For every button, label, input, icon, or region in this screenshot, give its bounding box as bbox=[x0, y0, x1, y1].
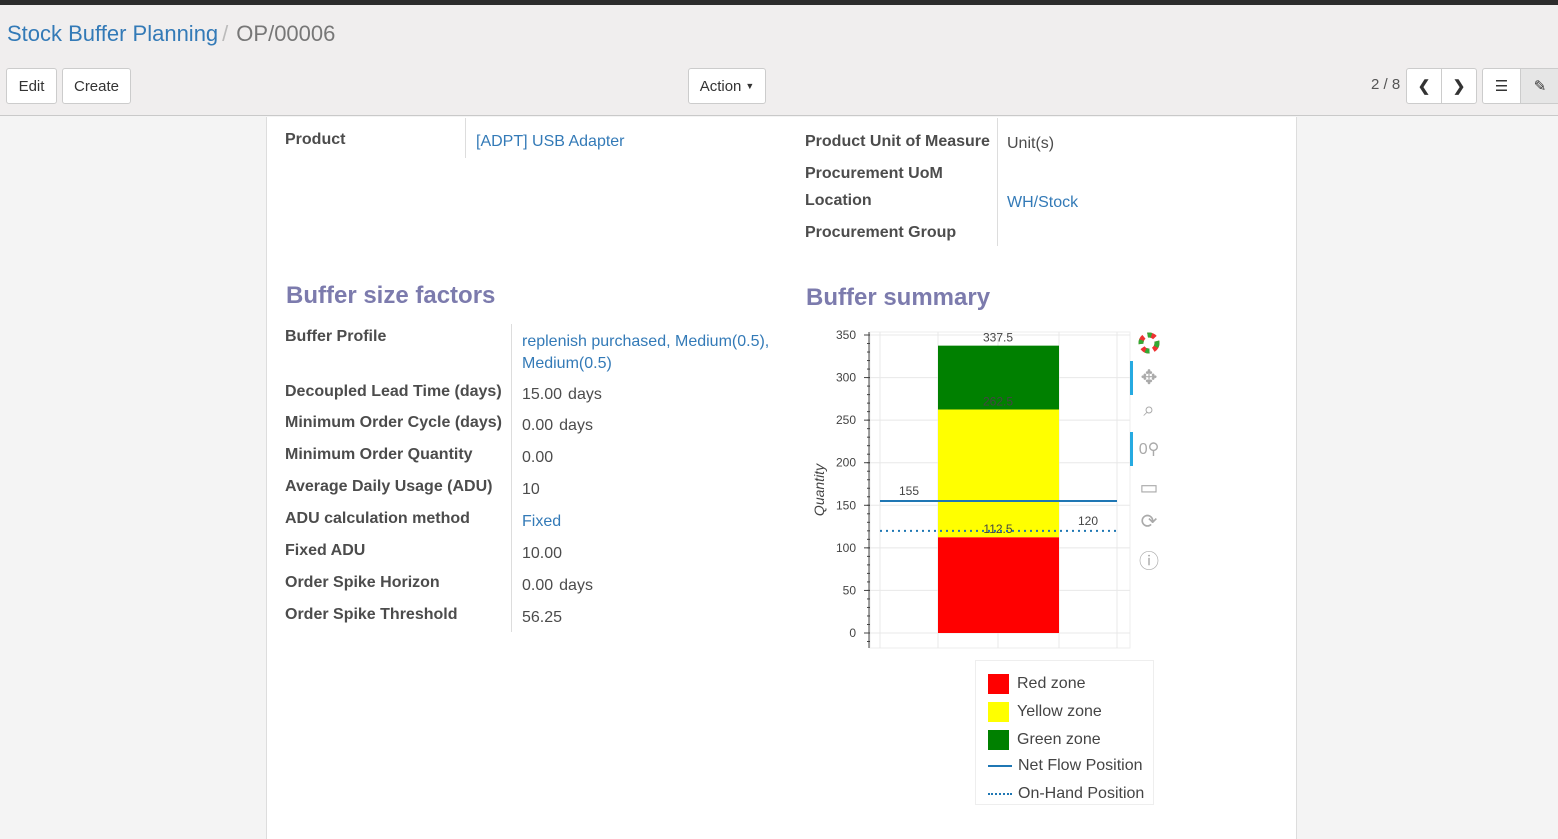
control-panel: Stock Buffer Planning / OP/00006 Edit Crea… bbox=[0, 5, 1558, 116]
line-value-label: 120 bbox=[1078, 514, 1098, 528]
legend-item-on-hand: On-Hand Position bbox=[988, 785, 1144, 803]
help-icon[interactable]: ⓘ bbox=[1139, 550, 1159, 573]
procurement-uom-label: Procurement UoM bbox=[805, 165, 943, 182]
list-icon: ☰ bbox=[1494, 78, 1509, 95]
breadcrumb-current: OP/00006 bbox=[236, 21, 336, 46]
factor-label: Fixed ADU bbox=[285, 542, 366, 559]
factor-value: 0.00 days bbox=[522, 577, 593, 595]
factor-label: Order Spike Threshold bbox=[285, 606, 458, 623]
factor-value: 0.00 days bbox=[522, 417, 593, 435]
y-tick-label: 150 bbox=[836, 498, 856, 512]
chevron-left-icon: ❮ bbox=[1417, 78, 1431, 95]
unit-text: days bbox=[559, 577, 593, 594]
breadcrumb: Stock Buffer Planning / OP/00006 bbox=[7, 21, 336, 46]
edit-icon: ✎ bbox=[1533, 78, 1547, 95]
y-tick-label: 100 bbox=[836, 541, 856, 555]
bokeh-logo-icon[interactable] bbox=[1136, 330, 1162, 356]
legend-item-green: Green zone bbox=[988, 730, 1101, 750]
create-button[interactable]: Create bbox=[62, 68, 131, 104]
legend-item-yellow: Yellow zone bbox=[988, 702, 1102, 722]
factor-label: Order Spike Horizon bbox=[285, 574, 440, 591]
location-link[interactable]: WH/Stock bbox=[1007, 194, 1079, 211]
chart-legend: Red zone Yellow zone Green zone Net Flow… bbox=[975, 660, 1154, 805]
bar-yellow-zone bbox=[938, 409, 1059, 538]
chevron-right-icon: ❯ bbox=[1452, 78, 1466, 95]
uom-label: Product Unit of Measure bbox=[805, 133, 990, 150]
zone-value-label: 112.5 bbox=[983, 522, 1012, 536]
edit-button[interactable]: Edit bbox=[6, 68, 57, 104]
bar-red-zone bbox=[938, 537, 1059, 633]
factor-label: Minimum Order Quantity bbox=[285, 446, 473, 463]
line-value-label: 155 bbox=[899, 484, 919, 498]
y-tick-label: 50 bbox=[843, 583, 857, 597]
uom-value: Unit(s) bbox=[1007, 135, 1055, 152]
factor-value: 10.00 bbox=[522, 545, 562, 563]
action-label: Action bbox=[699, 77, 742, 95]
unit-text: days bbox=[568, 386, 602, 403]
pan-icon[interactable]: ✥ bbox=[1140, 366, 1158, 389]
previous-button[interactable]: ❮ bbox=[1406, 68, 1442, 104]
factor-label: Minimum Order Cycle (days) bbox=[285, 414, 502, 431]
caret-down-icon: ▼ bbox=[745, 81, 755, 91]
y-tick-label: 350 bbox=[836, 328, 856, 342]
buffer-size-factors-title: Buffer size factors bbox=[286, 282, 496, 309]
value-text: 10 bbox=[522, 481, 540, 498]
action-dropdown[interactable]: Action ▼ bbox=[688, 68, 766, 104]
value-text: 15.00 bbox=[522, 386, 563, 403]
value-text: 10.00 bbox=[522, 545, 563, 562]
zone-value-label: 337.5 bbox=[983, 331, 1013, 345]
unit-text: days bbox=[559, 417, 593, 434]
zone-value-label: 262.5 bbox=[983, 395, 1013, 409]
legend-item-net-flow: Net Flow Position bbox=[988, 757, 1143, 775]
value-text: 0.00 bbox=[522, 417, 554, 434]
active-tool-indicator bbox=[1130, 432, 1133, 466]
value-text: Fixed bbox=[522, 513, 562, 530]
legend-item-red: Red zone bbox=[988, 674, 1086, 694]
wheel-zoom-icon[interactable]: 0⚲ bbox=[1138, 441, 1160, 458]
factor-label: Buffer Profile bbox=[285, 328, 387, 345]
y-tick-label: 0 bbox=[849, 626, 856, 640]
product-link[interactable]: [ADPT] USB Adapter bbox=[476, 133, 625, 150]
y-axis-label: Quantity bbox=[811, 463, 827, 516]
top-bar bbox=[0, 0, 1558, 5]
form-view-button[interactable]: ✎ bbox=[1520, 68, 1558, 104]
breadcrumb-parent[interactable]: Stock Buffer Planning bbox=[7, 21, 219, 46]
factor-value[interactable]: replenish purchased, Medium(0.5), Medium… bbox=[522, 331, 772, 375]
factor-label: Average Daily Usage (ADU) bbox=[285, 478, 493, 495]
pager-value: 2 / 8 bbox=[1371, 76, 1401, 93]
value-text: 0.00 bbox=[522, 449, 554, 466]
y-tick-label: 300 bbox=[836, 371, 856, 385]
list-view-button[interactable]: ☰ bbox=[1482, 68, 1521, 104]
factor-value: 0.00 bbox=[522, 449, 553, 467]
divider bbox=[511, 324, 512, 632]
location-label: Location bbox=[805, 192, 872, 209]
factor-label: ADU calculation method bbox=[285, 510, 470, 527]
factor-value: 56.25 bbox=[522, 609, 562, 627]
active-tool-indicator bbox=[1130, 361, 1133, 395]
save-icon[interactable]: ▭ bbox=[1139, 476, 1159, 499]
product-label: Product bbox=[285, 131, 346, 148]
buffer-chart: 0 50 100 150 200 250 300 350 Quantity 112.5 262.5 3… bbox=[811, 328, 1131, 649]
factor-value: 15.00 days bbox=[522, 386, 602, 404]
factor-value: 10 bbox=[522, 481, 540, 499]
factor-value[interactable]: Fixed bbox=[522, 513, 561, 531]
y-tick-label: 200 bbox=[836, 456, 856, 470]
divider bbox=[997, 118, 998, 246]
value-text: replenish purchased, Medium(0.5), Medium… bbox=[522, 333, 770, 372]
next-button[interactable]: ❯ bbox=[1441, 68, 1477, 104]
box-zoom-icon[interactable]: ⌕ bbox=[1143, 398, 1155, 421]
factor-label: Decoupled Lead Time (days) bbox=[285, 383, 502, 400]
divider bbox=[465, 118, 466, 158]
procurement-group-label: Procurement Group bbox=[805, 224, 957, 241]
reset-icon[interactable]: ⟳ bbox=[1140, 510, 1158, 533]
bar-green-zone bbox=[938, 345, 1059, 410]
y-tick-label: 250 bbox=[836, 413, 856, 427]
value-text: 56.25 bbox=[522, 609, 563, 626]
buffer-summary-title: Buffer summary bbox=[806, 284, 991, 311]
value-text: 0.00 bbox=[522, 577, 554, 594]
